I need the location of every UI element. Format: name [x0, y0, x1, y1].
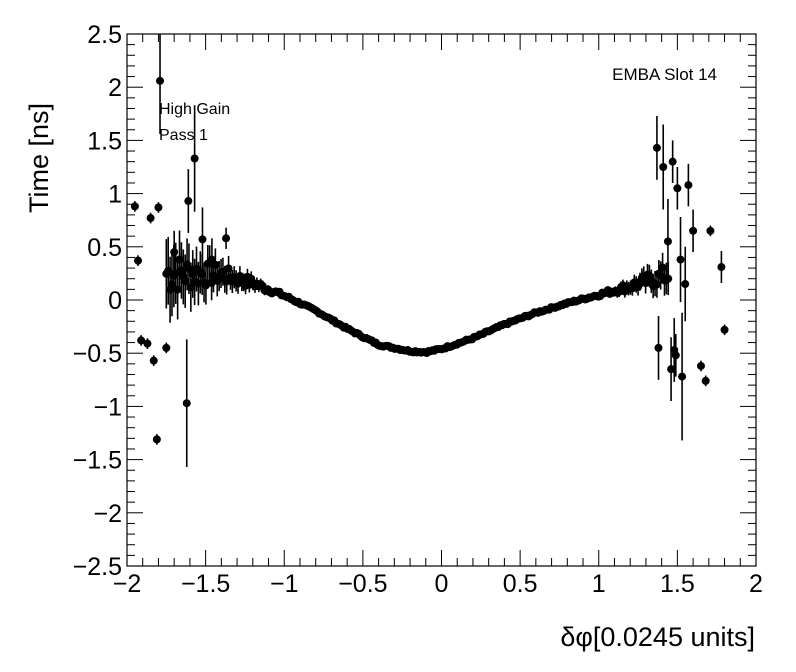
y-tick-label: 1 — [108, 181, 122, 209]
data-point — [668, 157, 677, 166]
data-point — [173, 285, 182, 294]
data-point — [673, 184, 682, 193]
gain-annotation: High Gain — [159, 101, 230, 118]
data-point — [143, 339, 152, 348]
data-point — [222, 234, 231, 243]
x-tick-label: −1.5 — [181, 570, 230, 598]
data-point — [701, 376, 710, 385]
data-point — [676, 255, 685, 264]
data-point — [198, 270, 207, 279]
x-tick-label: −2 — [113, 570, 142, 598]
x-tick-label: 1.5 — [660, 570, 695, 598]
x-tick-label: 2 — [749, 570, 763, 598]
x-axis-label: δφ[0.0245 units] — [560, 622, 755, 652]
data-point — [190, 154, 199, 163]
y-tick-label: −2.5 — [73, 553, 122, 581]
data-point — [706, 226, 715, 235]
y-tick-label: 2.5 — [87, 21, 122, 49]
data-points — [130, 76, 729, 444]
data-point — [671, 351, 680, 360]
data-point — [149, 356, 158, 365]
data-point — [224, 264, 233, 273]
error-bars — [134, 34, 726, 468]
data-point — [659, 163, 668, 171]
y-tick-label: −1 — [93, 393, 122, 421]
data-point — [181, 277, 190, 286]
data-point — [156, 76, 165, 85]
data-point — [175, 255, 184, 264]
data-point — [663, 237, 672, 246]
data-point — [162, 343, 171, 352]
y-tick-label: 0 — [108, 287, 122, 315]
data-point — [137, 336, 146, 345]
y-tick-label: −1.5 — [73, 447, 122, 475]
y-tick-label: −2 — [93, 500, 122, 528]
x-tick-label: −0.5 — [338, 570, 387, 598]
data-point — [146, 214, 155, 223]
pass-annotation: Pass 1 — [159, 127, 208, 144]
data-point — [177, 266, 186, 275]
data-point — [167, 280, 176, 289]
major-ticks — [126, 33, 757, 567]
data-point — [717, 263, 726, 272]
x-tick-label: −1 — [270, 570, 299, 598]
y-tick-label: 0.5 — [87, 234, 122, 262]
y-axis-label: Time [ns] — [24, 103, 54, 213]
minor-ticks — [127, 34, 756, 566]
data-point — [134, 256, 143, 265]
data-point — [198, 235, 207, 244]
data-point — [152, 435, 161, 444]
y-tick-label: 1.5 — [87, 127, 122, 155]
y-tick-labels: −2.5 −2 −1.5 −1 −0.5 0 0.5 1 1.5 2 2.5 — [73, 21, 122, 581]
data-point — [720, 325, 729, 334]
y-tick-label: −0.5 — [73, 340, 122, 368]
data-point — [652, 280, 661, 289]
x-tick-label: 0 — [435, 570, 449, 598]
data-point — [184, 197, 193, 206]
data-point — [696, 361, 705, 370]
data-point — [207, 255, 216, 264]
y-tick-label: 2 — [108, 74, 122, 102]
data-point — [689, 226, 698, 235]
data-point — [684, 181, 693, 190]
data-point — [658, 263, 667, 272]
data-point — [654, 343, 663, 352]
slot-annotation: EMBA Slot 14 — [612, 65, 717, 84]
x-tick-labels: −2 −1.5 −1 −0.5 0 0.5 1 1.5 2 — [113, 570, 763, 598]
data-point — [678, 372, 687, 381]
data-point — [130, 202, 139, 211]
data-point — [652, 143, 661, 152]
data-point — [154, 203, 163, 212]
data-point — [667, 365, 676, 374]
data-point — [681, 280, 690, 289]
data-point — [664, 274, 673, 283]
data-point — [182, 399, 191, 408]
x-tick-label: 0.5 — [503, 570, 538, 598]
data-point — [170, 248, 179, 257]
x-tick-label: 1 — [592, 570, 606, 598]
data-point — [164, 266, 173, 275]
